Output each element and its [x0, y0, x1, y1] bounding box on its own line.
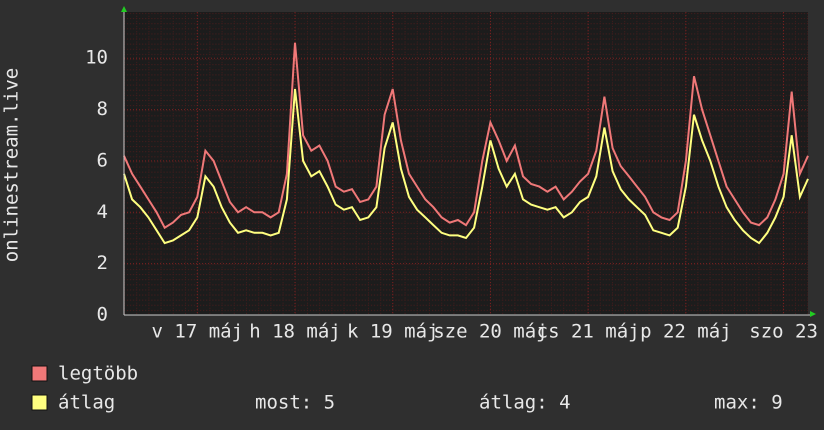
legend-swatch	[31, 365, 48, 382]
x-tick-label: cs 21 máj	[537, 321, 640, 343]
y-tick-label: 10	[85, 47, 108, 69]
y-tick-label: 2	[97, 252, 108, 274]
x-tick-label: k 19 máj	[347, 321, 439, 343]
y-tick-label: 6	[97, 149, 108, 171]
legend-swatch	[31, 394, 48, 411]
legend-stat: max: 9	[714, 392, 783, 414]
x-tick-label: p 22 máj	[640, 321, 732, 343]
axis-arrow	[810, 311, 816, 317]
legend-stat: most: 5	[255, 392, 335, 414]
legend-stat: átlag: 4	[479, 392, 571, 414]
x-tick-label: sze 20 máj	[433, 321, 547, 343]
y-tick-label: 8	[97, 98, 108, 120]
series-line	[123, 42, 809, 230]
x-tick-label: szo 23	[749, 321, 818, 343]
legend: legtöbb átlag most: 5 átlag: 4 max: 9	[31, 363, 783, 414]
y-tick-label: 4	[97, 201, 108, 223]
legend-label: átlag	[58, 392, 115, 414]
y-tick-label: 0	[97, 304, 108, 326]
series-line	[123, 88, 809, 245]
legend-label: legtöbb	[58, 363, 138, 385]
axis-arrow	[121, 6, 127, 12]
minor-grid	[124, 12, 808, 315]
x-tick-label: h 18 máj	[249, 321, 341, 343]
y-axis-label: onlinestream.live	[1, 68, 23, 262]
x-tick-label: v 17 máj	[152, 321, 244, 343]
